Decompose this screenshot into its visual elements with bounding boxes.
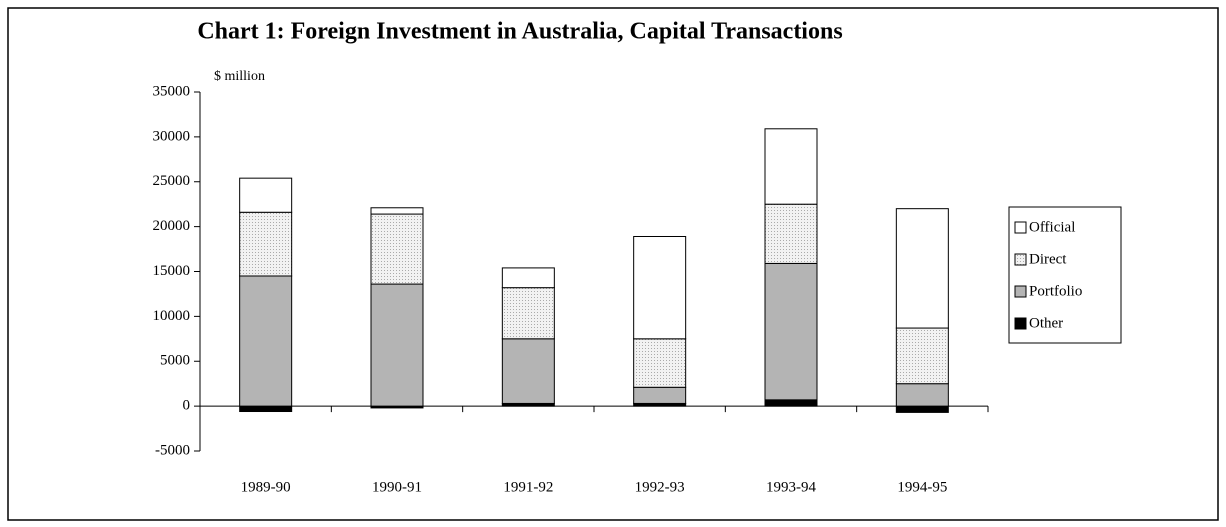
bar-segment [764,128,818,205]
y-tick-label: 35000 [153,83,191,99]
bar-segment [764,203,818,264]
bar-segment [633,386,687,404]
x-tick-label: 1991-92 [503,479,553,495]
legend-swatch [1014,317,1027,330]
chart-title: Chart 1: Foreign Investment in Australia… [197,19,842,45]
y-tick-label: 15000 [153,263,191,279]
bar-segment [895,405,949,413]
y-tick-label: 30000 [153,128,191,144]
y-axis-label: $ million [214,69,265,84]
y-tick-label: 25000 [153,173,191,189]
bar-segment [501,267,555,289]
bar-segment [501,338,555,404]
legend-label: Direct [1029,251,1067,267]
bar-segment [764,399,818,407]
x-tick-label: 1993-94 [766,479,816,495]
x-tick-label: 1990-91 [372,479,422,495]
bar-segment [239,275,293,407]
x-tick-label: 1992-93 [635,479,685,495]
legend-label: Official [1029,219,1075,235]
bar-segment [239,211,293,277]
legend-swatch [1014,285,1027,298]
bar-segment [633,338,687,388]
bar-segment [633,235,687,340]
legend-label: Other [1029,315,1063,331]
legend-swatch [1014,253,1027,266]
bar-segment [764,262,818,401]
bar-segment [895,208,949,329]
bar-segment [501,287,555,340]
legend-box [1008,206,1122,344]
legend-label: Portfolio [1029,283,1082,299]
y-tick-label: 5000 [160,353,190,369]
y-tick-label: 10000 [153,308,191,324]
bar-segment [239,177,293,213]
y-tick-label: 20000 [153,218,191,234]
bar-segment [895,327,949,385]
x-tick-label: 1989-90 [241,479,291,495]
bar-segment [370,207,424,215]
x-tick-label: 1994-95 [897,479,947,495]
bar-segment [370,213,424,285]
y-tick-label: -5000 [155,442,190,458]
bar-segment [370,283,424,407]
y-tick-label: 0 [183,398,191,414]
bar-segment [895,383,949,407]
legend-swatch [1014,221,1027,234]
bar-segment [239,405,293,413]
